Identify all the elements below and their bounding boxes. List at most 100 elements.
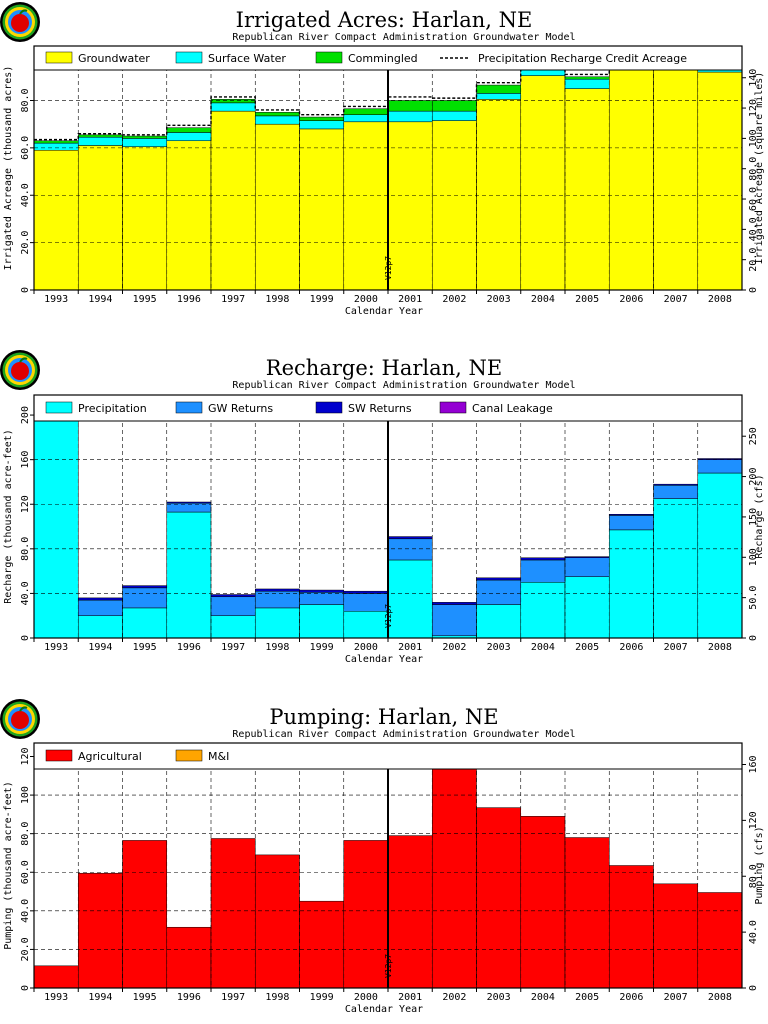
- bar-segment-commingled: [33, 140, 79, 144]
- legend: Groundwater Surface Water Commingled Precip…: [33, 45, 743, 71]
- x-tick-label: 2004: [531, 642, 555, 653]
- x-tick-label: 2001: [398, 294, 422, 305]
- bar-segment-surface-water: [343, 114, 389, 123]
- bar-segment-gw-returns: [210, 596, 256, 616]
- bar-segment-sw-returns: [520, 557, 566, 561]
- bar-segment-commingled: [343, 108, 389, 115]
- y-tick-label: 160: [20, 451, 31, 469]
- legend-label: GW Returns: [208, 402, 273, 415]
- bar-segment-gw-returns: [697, 459, 743, 474]
- x-tick-label: 1996: [177, 642, 201, 653]
- x-tick-label: 1995: [133, 642, 157, 653]
- bar-segment-gw-returns: [476, 579, 521, 605]
- bar-segment-groundwater: [78, 145, 123, 291]
- legend-swatch: [315, 51, 343, 64]
- bar-segment-precipitation: [609, 529, 654, 639]
- bar-segment-surface-water: [122, 138, 167, 147]
- bar-segment-commingled: [432, 100, 477, 112]
- bar-segment-sw-returns: [343, 590, 389, 594]
- x-tick-label: 1996: [177, 992, 201, 1003]
- bar-segment-surface-water: [33, 142, 79, 151]
- x-tick-label: 2008: [708, 642, 732, 653]
- y-tick-label: 100: [20, 786, 31, 804]
- bar-segment-agricultural: [122, 840, 167, 989]
- bar-segment-surface-water: [387, 110, 433, 123]
- x-tick-label: 2000: [354, 294, 378, 305]
- bar-segment-agricultural: [653, 883, 698, 989]
- bar-segment-agricultural: [697, 892, 743, 989]
- y-tick-label: 20.0: [20, 231, 31, 255]
- x-tick-label: 2006: [619, 992, 643, 1003]
- bar-segment-groundwater: [520, 75, 566, 291]
- legend-swatch: [45, 749, 73, 762]
- legend-label: Groundwater: [78, 52, 150, 65]
- bar-segment-agricultural: [432, 744, 477, 989]
- bar-segment-gw-returns: [343, 593, 389, 612]
- bar-segment-commingled: [299, 116, 344, 121]
- y2-tick-label: 60.0: [748, 187, 759, 211]
- y-tick-label: 60.0: [20, 136, 31, 160]
- bar-segment-groundwater: [299, 128, 344, 291]
- reference-line-label: V12p7: [384, 256, 393, 280]
- y-tick-label: 120: [20, 747, 31, 765]
- bar-segment-agricultural: [210, 838, 256, 989]
- legend: Agricultural M&I: [33, 742, 743, 770]
- x-tick-label: 1999: [310, 294, 334, 305]
- bar-segment-precipitation: [122, 607, 167, 639]
- chart-title: Pumping: Harlan, NE: [269, 705, 498, 729]
- logo-apple: [11, 711, 29, 729]
- legend-swatch: [175, 401, 203, 414]
- bar-segment-commingled: [564, 76, 610, 80]
- y-tick-label: 40.0: [20, 581, 31, 605]
- bar-segment-agricultural: [166, 926, 212, 989]
- legend-label: Precipitation Recharge Credit Acreage: [478, 52, 687, 65]
- reference-line-label: V12p7: [384, 954, 393, 978]
- legend-label: SW Returns: [348, 402, 412, 415]
- bar-segment-agricultural: [343, 840, 389, 989]
- bar-segment-precipitation: [343, 610, 389, 639]
- bar-segment-agricultural: [564, 837, 610, 989]
- x-tick-label: 1997: [221, 642, 245, 653]
- bar-segment-surface-water: [78, 136, 123, 146]
- bar-segment-groundwater: [343, 121, 389, 291]
- bar-segment-agricultural: [476, 807, 521, 989]
- logo-apple: [11, 14, 29, 32]
- y2-tick-label: 0: [748, 985, 759, 991]
- y2-tick-label: 0: [748, 287, 759, 293]
- bar-segment-groundwater: [210, 110, 256, 291]
- bar-segment-commingled: [122, 135, 167, 139]
- y2-tick-label: 120: [748, 99, 759, 117]
- legend-swatch: [315, 401, 343, 414]
- y-tick-label: 0: [20, 985, 31, 991]
- bar-segment-gw-returns: [609, 515, 654, 531]
- y-tick-label: 0: [20, 635, 31, 641]
- y-tick-label: 20.0: [20, 937, 31, 961]
- y2-tick-label: 80.0: [748, 157, 759, 181]
- x-tick-label: 1994: [88, 992, 112, 1003]
- bar-segment-precipitation: [476, 604, 521, 639]
- x-tick-label: 2008: [708, 992, 732, 1003]
- x-tick-label: 2003: [487, 642, 511, 653]
- bar-segment-agricultural: [299, 900, 344, 989]
- x-tick-label: 1995: [133, 992, 157, 1003]
- bar-segment-precipitation: [387, 559, 433, 639]
- bar-segment-sw-returns: [299, 589, 344, 593]
- x-tick-label: 2004: [531, 294, 555, 305]
- y-tick-label: 120: [20, 495, 31, 513]
- y2-tick-label: 80.0: [748, 864, 759, 888]
- bar-segment-commingled: [210, 99, 256, 104]
- bar-segment-surface-water: [476, 93, 521, 100]
- y2-tick-label: 250: [748, 427, 759, 445]
- bar-segment-groundwater: [255, 123, 300, 291]
- bar-segment-precipitation: [653, 498, 698, 639]
- x-axis-label: Calendar Year: [345, 306, 423, 317]
- legend-label: Precipitation: [78, 402, 147, 415]
- x-tick-label: 2000: [354, 642, 378, 653]
- x-tick-label: 2000: [354, 992, 378, 1003]
- x-tick-label: 1994: [88, 642, 112, 653]
- y2-tick-label: 160: [748, 755, 759, 773]
- bar-segment-precipitation: [78, 615, 123, 639]
